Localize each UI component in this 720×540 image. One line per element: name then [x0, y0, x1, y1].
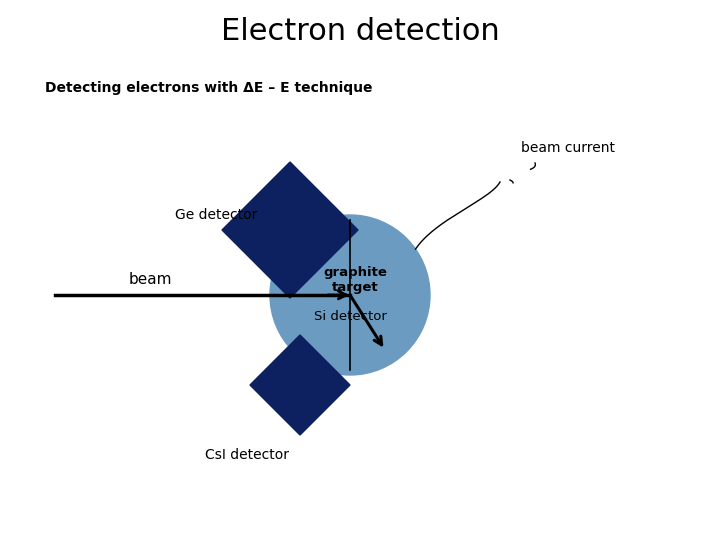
- Text: CsI detector: CsI detector: [205, 448, 289, 462]
- Text: Electron detection: Electron detection: [220, 17, 500, 46]
- Polygon shape: [250, 335, 350, 435]
- Text: beam: beam: [128, 273, 172, 287]
- Text: beam current: beam current: [521, 141, 615, 155]
- Text: Si detector: Si detector: [314, 310, 387, 323]
- Text: graphite
target: graphite target: [323, 266, 387, 294]
- Text: Detecting electrons with ΔE – E technique: Detecting electrons with ΔE – E techniqu…: [45, 81, 372, 95]
- Text: Ge detector: Ge detector: [175, 208, 257, 222]
- Polygon shape: [222, 162, 358, 298]
- Circle shape: [270, 215, 430, 375]
